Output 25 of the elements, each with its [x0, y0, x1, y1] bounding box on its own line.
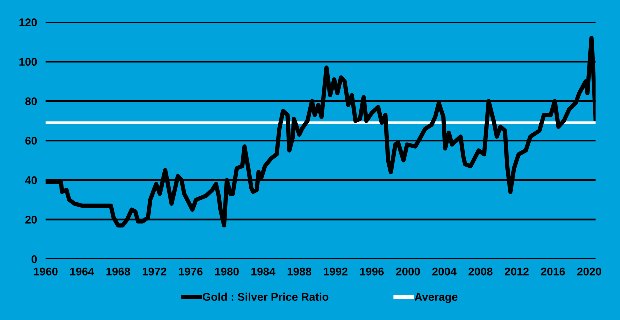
x-tick-label: 1996 [360, 268, 384, 276]
x-tick-label: 1984 [252, 268, 276, 276]
x-tick-label: 2004 [432, 268, 457, 276]
x-tick-label: 2000 [396, 268, 420, 276]
x-tick-label: 1968 [106, 268, 130, 276]
y-tick-label: 40 [25, 176, 38, 184]
y-tick-label: 60 [26, 137, 38, 145]
x-tick-label: 1980 [215, 268, 239, 276]
x-tick-label: 1972 [142, 268, 167, 276]
y-tick-label: 80 [26, 98, 38, 106]
y-tick-label: 120 [20, 18, 38, 27]
x-tick-label: 2020 [578, 268, 602, 276]
x-tick-label: 2008 [468, 268, 493, 276]
x-tick-label: 2016 [541, 268, 566, 276]
x-tick-label: 1992 [324, 268, 348, 276]
x-tick-label: 1964 [70, 268, 94, 276]
x-tick-label: 1988 [288, 268, 312, 276]
y-tick-label: 100 [20, 58, 38, 66]
legend-label: Average [414, 293, 458, 304]
y-tick-label: 0 [32, 255, 38, 264]
x-tick-label: 1976 [179, 268, 203, 276]
x-tick-label: 2012 [505, 268, 529, 276]
legend-label: Gold : Silver Price Ratio [202, 292, 329, 302]
x-tick-label: 1960 [34, 268, 58, 276]
y-tick-label: 20 [26, 216, 38, 224]
